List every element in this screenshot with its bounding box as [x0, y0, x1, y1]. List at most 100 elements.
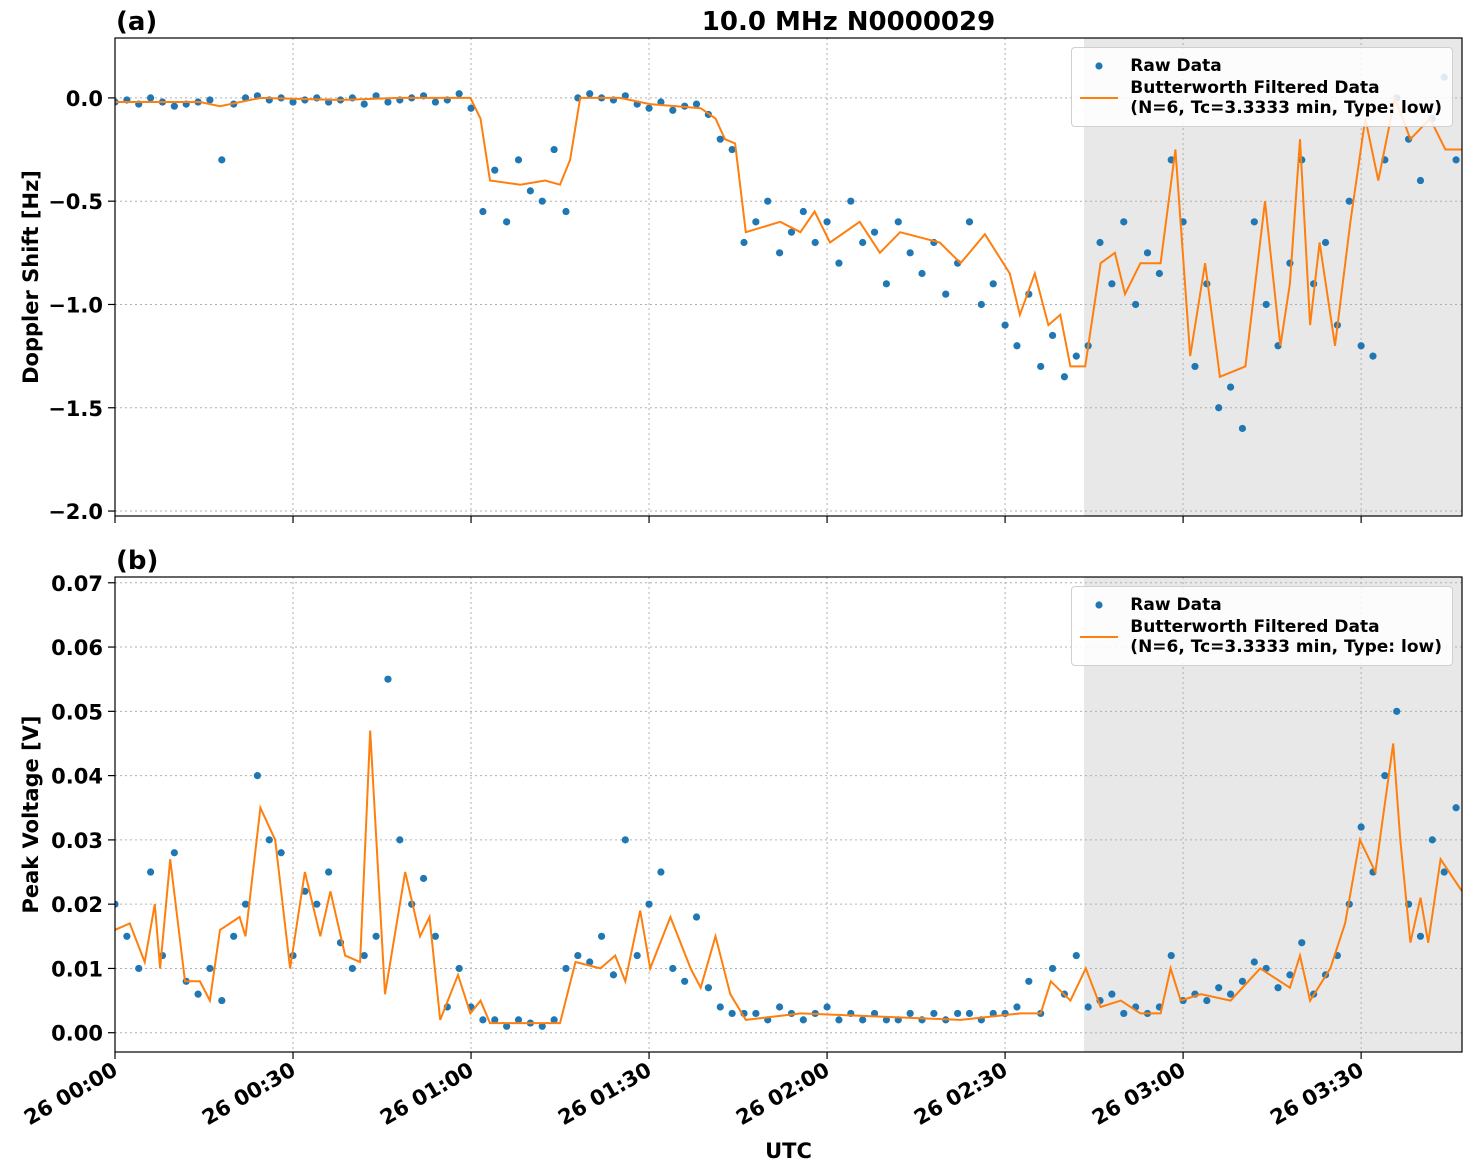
raw-point: [633, 951, 641, 960]
raw-point: [313, 900, 321, 908]
raw-point: [728, 1009, 736, 1018]
legend-label: Butterworth Filtered Data (N=6, Tc=3.333…: [1130, 617, 1442, 657]
raw-point: [1416, 932, 1425, 940]
y-tick-label: −1.5: [48, 397, 103, 421]
raw-point: [1060, 373, 1069, 381]
raw-point: [621, 836, 629, 844]
raw-point: [1025, 977, 1033, 985]
raw-point: [894, 218, 902, 226]
raw-point: [1203, 996, 1211, 1005]
chart-title: 10.0 MHz N0000029: [702, 7, 995, 37]
raw-point: [835, 259, 843, 267]
raw-point: [384, 675, 392, 683]
raw-point: [1345, 197, 1353, 205]
x-tick-label: 26 02:00: [732, 1058, 834, 1130]
raw-point: [1155, 269, 1163, 278]
legend-swatch: [1095, 62, 1103, 70]
raw-point: [277, 849, 285, 857]
raw-point: [514, 156, 523, 164]
y-tick-label: 0.02: [51, 893, 103, 917]
raw-point: [550, 1016, 558, 1024]
legend-swatch: [1080, 636, 1119, 638]
raw-point: [123, 932, 131, 940]
legend-entry: Butterworth Filtered Data (N=6, Tc=3.333…: [1080, 617, 1442, 657]
legend-marker: [1095, 62, 1103, 70]
raw-point: [491, 1016, 499, 1024]
raw-point: [1108, 990, 1116, 998]
legend-label: Raw Data: [1130, 56, 1222, 76]
raw-point: [752, 218, 760, 226]
raw-point: [1250, 218, 1258, 226]
raw-point: [1298, 939, 1306, 947]
raw-point: [906, 1009, 914, 1018]
raw-point: [1215, 984, 1223, 992]
raw-point: [1226, 383, 1235, 391]
raw-point: [1108, 280, 1116, 288]
raw-point: [1084, 1003, 1092, 1011]
raw-point: [265, 836, 273, 844]
x-tick-label: 26 02:30: [910, 1058, 1012, 1130]
raw-point: [1262, 300, 1270, 309]
raw-point: [870, 228, 879, 236]
raw-point: [467, 104, 475, 112]
raw-point: [1250, 958, 1258, 966]
raw-point: [954, 1009, 962, 1018]
panel-label: (b): [116, 546, 158, 576]
x-tick-label: 26 00:30: [198, 1058, 300, 1130]
x-tick-label: 26 03:30: [1266, 1058, 1368, 1130]
legend-label: Butterworth Filtered Data (N=6, Tc=3.333…: [1130, 78, 1442, 118]
raw-point: [348, 964, 356, 973]
raw-point: [609, 971, 618, 979]
raw-point: [1357, 823, 1365, 831]
raw-point: [1416, 176, 1425, 185]
raw-point: [360, 100, 368, 108]
raw-point: [1452, 804, 1460, 812]
raw-point: [645, 104, 653, 112]
raw-point: [147, 94, 155, 102]
raw-point: [491, 166, 499, 174]
raw-point: [1452, 156, 1460, 164]
raw-point: [1048, 964, 1057, 973]
raw-point: [882, 280, 891, 288]
raw-point: [147, 868, 155, 876]
legend-marker: [1095, 601, 1103, 609]
raw-point: [538, 1022, 546, 1030]
raw-point: [135, 964, 143, 973]
raw-point: [1072, 352, 1080, 360]
raw-point: [1428, 836, 1436, 844]
raw-point: [1238, 977, 1247, 985]
raw-point: [681, 977, 689, 985]
raw-point: [1120, 218, 1128, 226]
raw-point: [989, 280, 997, 288]
raw-point: [526, 187, 534, 195]
x-tick-label: 26 01:30: [554, 1058, 656, 1130]
raw-point: [538, 197, 546, 205]
y-tick-label: 0.03: [51, 829, 103, 853]
legend-swatch: [1095, 601, 1103, 609]
raw-point: [253, 772, 262, 780]
raw-point: [1096, 238, 1104, 247]
raw-point: [870, 1009, 879, 1018]
raw-point: [799, 1016, 807, 1024]
y-axis-label: Doppler Shift [Hz]: [19, 170, 43, 384]
raw-point: [775, 249, 784, 257]
raw-point: [728, 145, 736, 154]
raw-point: [692, 100, 701, 108]
x-axis-label: UTC: [765, 1139, 812, 1163]
raw-point: [716, 135, 724, 143]
raw-point: [1013, 1003, 1021, 1011]
raw-point: [1440, 868, 1448, 876]
raw-point: [562, 207, 570, 216]
raw-point: [930, 1009, 938, 1018]
raw-point: [115, 900, 119, 908]
raw-point: [799, 207, 807, 216]
raw-point: [965, 1009, 974, 1018]
raw-point: [669, 964, 677, 973]
raw-point: [1369, 352, 1377, 360]
raw-point: [170, 102, 178, 110]
raw-point: [325, 868, 333, 876]
y-tick-label: 0.01: [51, 957, 103, 981]
raw-point: [847, 197, 855, 205]
raw-point: [1321, 238, 1330, 247]
